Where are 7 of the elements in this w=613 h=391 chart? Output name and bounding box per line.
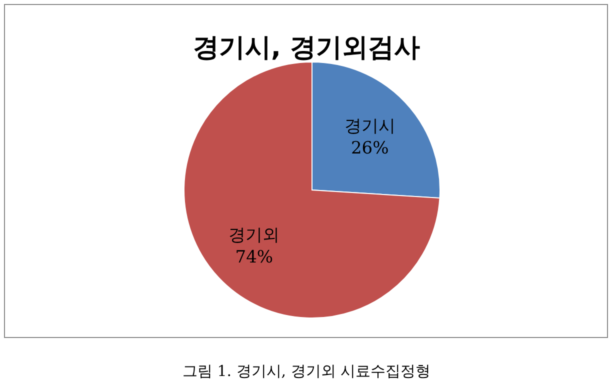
data-label: 74%: [235, 247, 274, 268]
chart-title: 경기시, 경기외검사: [193, 33, 420, 63]
data-label: 26%: [350, 138, 389, 159]
slice-label: 경기시: [344, 116, 396, 137]
pie-slice: [184, 62, 440, 318]
slice-label: 경기외: [228, 225, 280, 246]
caption: 그림 1. 경기시, 경기외 시료수집정형: [182, 362, 431, 380]
